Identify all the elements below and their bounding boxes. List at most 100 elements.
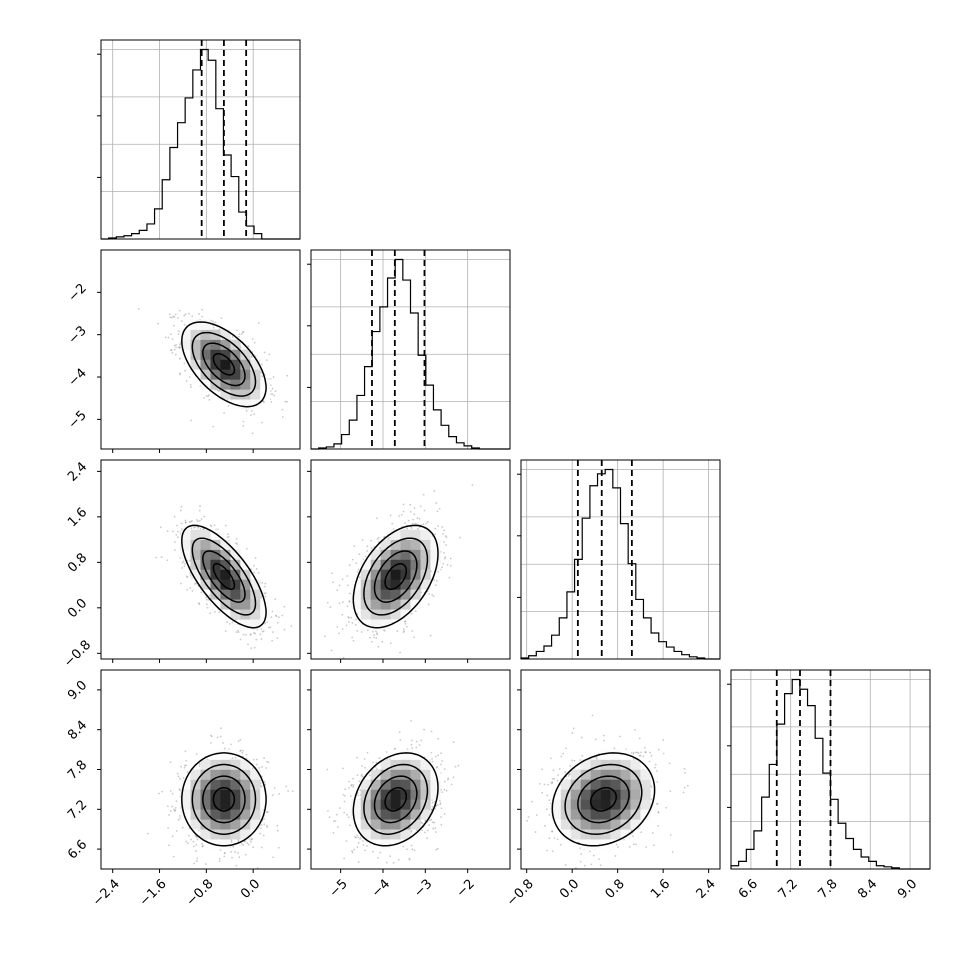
sample-point [250,840,252,843]
contour-level-3 [191,763,257,835]
sample-point [176,524,178,527]
sample-point [260,595,263,598]
density-cell [230,589,241,600]
sample-point [178,788,181,791]
sample-point [375,630,377,633]
sample-point [178,309,181,312]
sample-point [180,505,183,508]
sample-point [439,802,442,804]
density-cell [190,359,201,370]
sample-point [347,616,350,618]
density-cell [250,779,261,790]
sample-point [186,589,189,591]
sample-point [219,389,221,392]
sample-point [361,539,364,541]
density-cell [210,799,221,810]
panel-frame [310,249,511,450]
histogram-step-line [730,678,930,870]
sample-point [191,520,193,523]
sample-point [223,852,226,855]
sample-point [287,790,290,792]
sample-point [183,362,186,365]
sample-point [418,526,421,529]
sample-point [173,541,176,543]
sample-point [187,834,190,837]
sample-point [441,566,443,569]
sample-point [261,766,263,768]
sample-point [435,831,437,833]
density-cell [200,569,211,580]
sample-point [198,602,200,605]
density-cell [180,349,191,360]
sample-point [195,835,198,838]
sample-point [179,372,181,375]
density-cell [240,789,251,800]
sample-point [410,719,412,722]
sample-point [216,736,219,739]
sample-point [223,412,225,414]
density-cell [220,339,231,350]
sample-point [345,624,348,627]
sample-point [244,853,247,856]
sample-point [271,631,274,634]
sample-point [255,763,258,766]
density-cell [250,389,261,400]
contour-level-3 [363,537,429,616]
histogram-panel-3 [517,459,721,660]
sample-point [175,830,178,832]
sample-point [168,844,170,847]
sample-point [237,851,239,854]
density-cell [230,569,241,580]
sample-point [276,621,279,624]
sample-point [435,579,438,582]
sample-point [231,336,234,338]
density-cell [210,539,221,550]
sample-point [239,738,242,741]
sample-point [223,855,226,858]
sample-point [250,355,253,357]
sample-point [261,421,263,424]
sample-point [403,630,406,633]
density-cell [220,379,231,390]
sample-point [426,520,429,523]
density-cell [190,789,201,800]
sample-point [173,315,176,318]
sample-point [235,631,238,634]
density-cell [370,549,381,560]
sample-point [171,338,174,340]
density-cell [380,549,391,560]
sample-point [418,517,421,520]
sample-point [219,849,222,852]
sample-point [290,625,293,627]
density-cell [200,799,211,810]
density-cell [190,549,201,560]
sample-point [242,331,245,333]
sample-point [348,592,351,595]
sample-point [161,790,164,793]
sample-point [193,862,196,865]
density-cell [390,589,401,600]
density-cell [230,759,241,770]
sample-point [263,585,266,588]
density-cell [240,349,251,360]
sample-point [184,750,187,753]
sample-point [173,515,176,518]
density-cell [230,609,241,620]
density-cell [370,619,381,630]
sample-point [360,631,363,633]
sample-point [246,842,249,844]
sample-point [234,756,237,759]
sample-point [192,840,195,843]
sample-point [259,633,262,636]
sample-point [347,621,350,623]
panel-frame [100,249,301,450]
density-cell [240,619,251,630]
sample-point [169,789,172,792]
sample-point [184,519,187,522]
sample-point [173,808,175,811]
sample-point [270,401,273,403]
sample-point [177,330,180,333]
sample-point [158,792,161,795]
sample-point [281,614,284,617]
sample-point [264,592,267,595]
